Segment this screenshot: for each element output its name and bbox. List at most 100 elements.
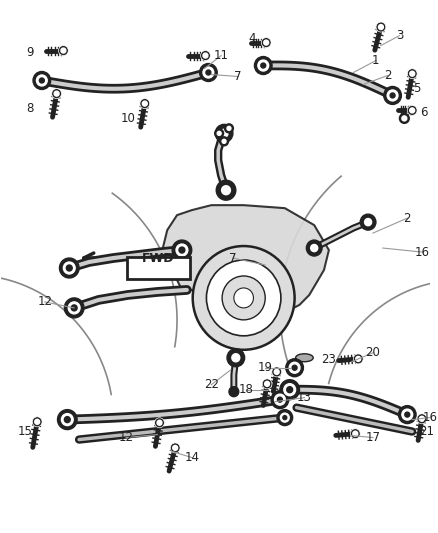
Circle shape <box>193 246 295 350</box>
Circle shape <box>201 51 210 61</box>
Circle shape <box>142 101 147 106</box>
Circle shape <box>217 131 221 135</box>
Circle shape <box>68 302 80 314</box>
Circle shape <box>258 60 268 71</box>
Circle shape <box>384 86 401 104</box>
Circle shape <box>306 240 322 256</box>
Circle shape <box>277 410 293 425</box>
Text: 18: 18 <box>238 383 253 396</box>
Circle shape <box>376 22 386 32</box>
Circle shape <box>264 40 268 45</box>
Circle shape <box>287 386 293 393</box>
FancyBboxPatch shape <box>127 257 190 279</box>
Circle shape <box>57 410 77 430</box>
Circle shape <box>283 416 287 419</box>
Circle shape <box>275 394 285 405</box>
Circle shape <box>277 397 283 402</box>
Circle shape <box>254 56 272 75</box>
Circle shape <box>405 412 410 417</box>
Circle shape <box>261 38 271 47</box>
Circle shape <box>140 99 150 109</box>
Circle shape <box>353 354 363 364</box>
Circle shape <box>61 48 66 53</box>
Circle shape <box>360 214 376 230</box>
Circle shape <box>203 53 208 58</box>
Circle shape <box>60 258 79 278</box>
Text: 23: 23 <box>321 353 336 366</box>
Circle shape <box>222 185 230 195</box>
Circle shape <box>173 446 178 450</box>
Text: 9: 9 <box>26 46 34 59</box>
Circle shape <box>32 417 42 427</box>
Text: 16: 16 <box>422 411 437 424</box>
Circle shape <box>222 139 226 143</box>
Polygon shape <box>162 205 329 310</box>
Text: 2: 2 <box>403 212 411 224</box>
Circle shape <box>402 409 413 420</box>
Circle shape <box>220 130 228 138</box>
Text: 2: 2 <box>384 69 392 82</box>
Circle shape <box>170 443 180 453</box>
Circle shape <box>39 78 44 83</box>
Circle shape <box>36 75 47 86</box>
Circle shape <box>272 367 282 377</box>
Circle shape <box>220 137 229 146</box>
Circle shape <box>289 362 300 373</box>
Text: 21: 21 <box>419 425 434 438</box>
Text: 7: 7 <box>234 70 241 83</box>
Circle shape <box>64 417 70 423</box>
Text: 12: 12 <box>119 431 134 444</box>
Circle shape <box>157 421 162 425</box>
Circle shape <box>399 406 416 424</box>
Circle shape <box>262 379 272 389</box>
Circle shape <box>206 70 211 75</box>
Circle shape <box>410 108 415 113</box>
Text: 7: 7 <box>229 252 237 264</box>
Circle shape <box>410 71 415 76</box>
Text: 19: 19 <box>258 361 273 374</box>
Text: 10: 10 <box>120 112 135 125</box>
Circle shape <box>222 276 265 320</box>
Circle shape <box>71 305 77 311</box>
Circle shape <box>172 240 192 260</box>
Circle shape <box>35 419 40 424</box>
Circle shape <box>179 247 185 253</box>
Text: 14: 14 <box>184 451 199 464</box>
Circle shape <box>265 382 269 386</box>
Circle shape <box>407 69 417 79</box>
Circle shape <box>176 244 188 256</box>
Circle shape <box>420 416 424 421</box>
Text: 17: 17 <box>365 431 381 444</box>
Circle shape <box>417 414 427 424</box>
Circle shape <box>225 124 233 133</box>
Circle shape <box>271 391 289 409</box>
Text: 16: 16 <box>414 246 430 259</box>
Text: 22: 22 <box>204 378 219 391</box>
Circle shape <box>402 116 407 121</box>
Circle shape <box>390 93 395 98</box>
Circle shape <box>215 124 233 142</box>
Circle shape <box>33 71 51 90</box>
Circle shape <box>52 88 61 99</box>
Circle shape <box>59 46 68 55</box>
Text: 6: 6 <box>420 106 427 119</box>
Circle shape <box>61 414 73 425</box>
Circle shape <box>229 386 239 397</box>
Text: 5: 5 <box>413 82 421 95</box>
Circle shape <box>364 219 371 225</box>
Circle shape <box>64 262 75 274</box>
Circle shape <box>280 413 289 422</box>
Circle shape <box>200 63 217 82</box>
Circle shape <box>284 384 296 395</box>
Text: 13: 13 <box>297 391 312 404</box>
Circle shape <box>407 106 417 116</box>
Circle shape <box>234 288 254 308</box>
Circle shape <box>286 359 304 377</box>
Circle shape <box>378 25 383 29</box>
Circle shape <box>311 245 318 252</box>
Circle shape <box>280 379 300 400</box>
Circle shape <box>353 431 358 436</box>
Circle shape <box>232 354 240 362</box>
Text: 15: 15 <box>18 425 32 438</box>
Text: 8: 8 <box>26 102 34 115</box>
